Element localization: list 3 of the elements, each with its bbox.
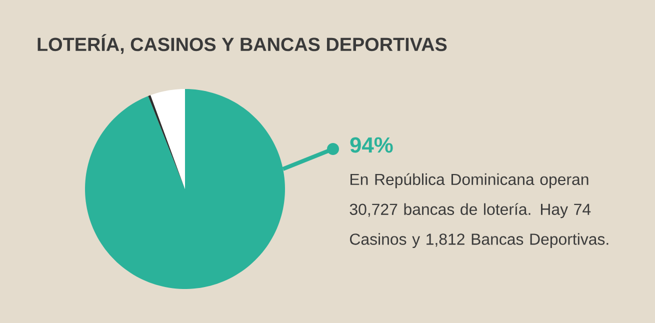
chart-title: LOTERÍA, CASINOS Y BANCAS DEPORTIVAS — [38, 34, 447, 54]
text: 94% — [350, 137, 393, 153]
text: En República Dominicana operan 30,727 bancas de lotería. Hay 74 Casinos y 1,812 Bancas Deportivas. — [350, 173, 608, 248]
